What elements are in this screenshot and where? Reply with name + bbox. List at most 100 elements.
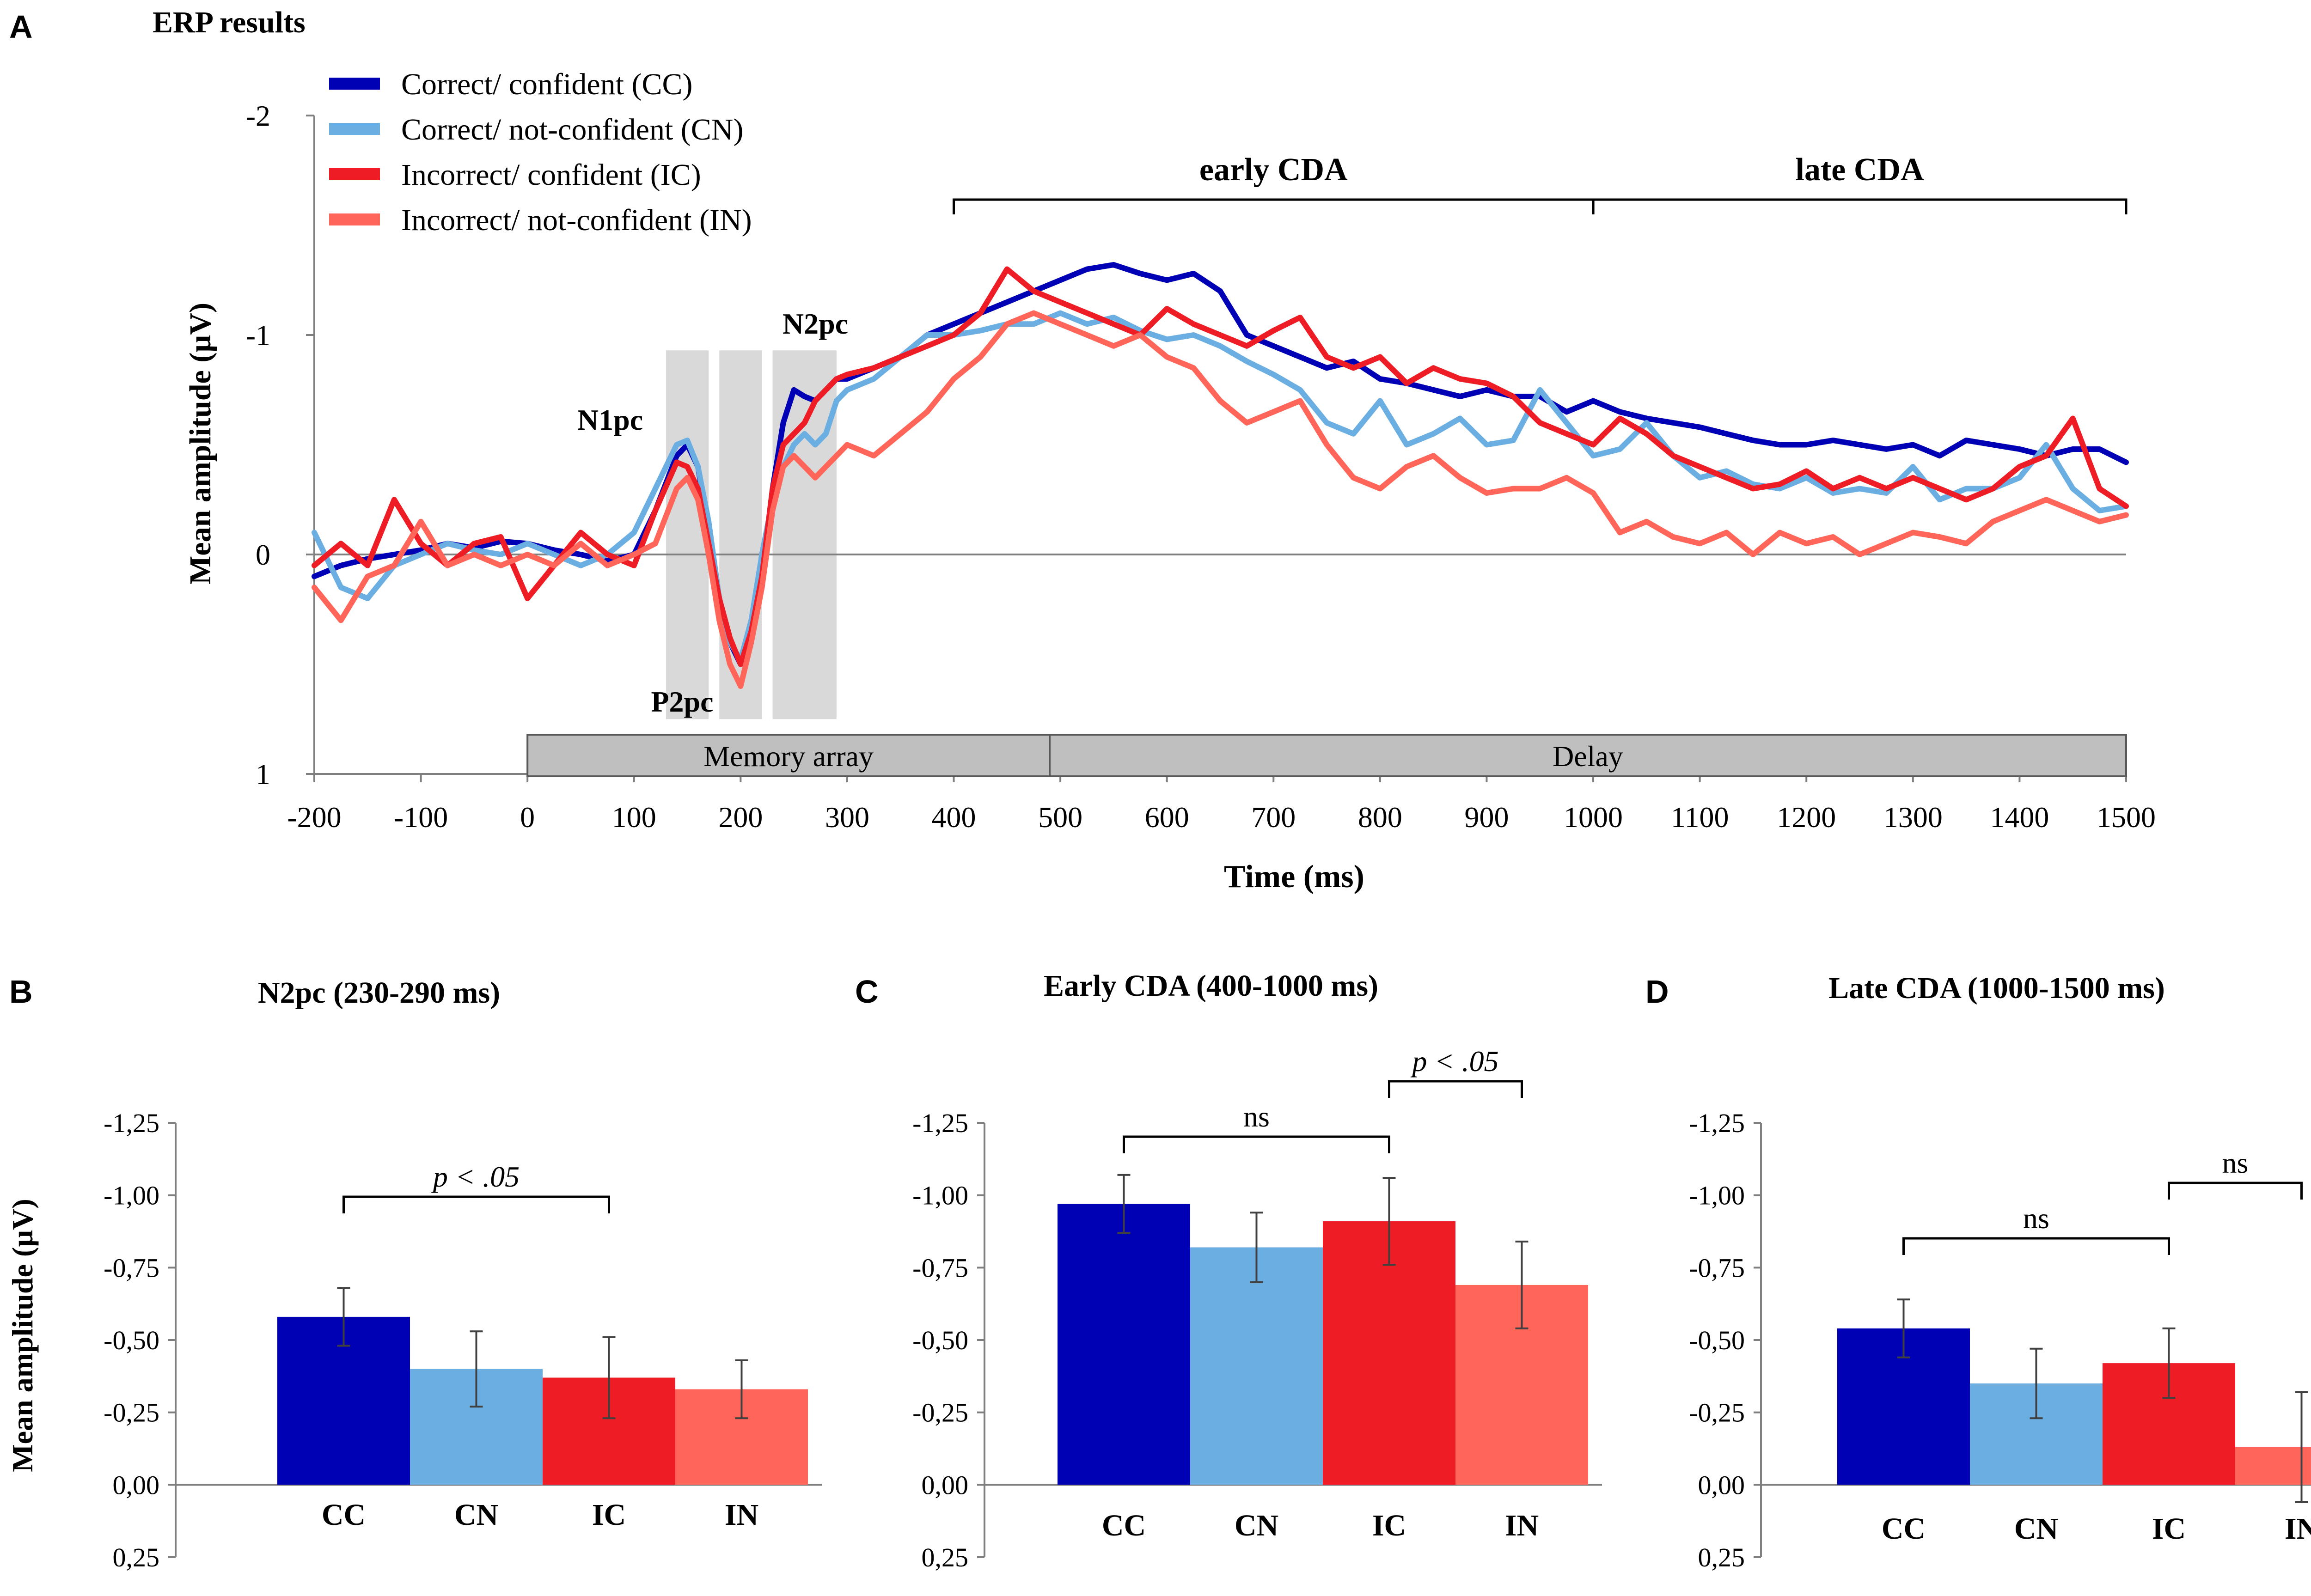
comparison-bracket [342,1195,610,1213]
y-tick-label: 0,00 [1698,1470,1745,1500]
x-tick-label: 600 [1145,801,1189,834]
panel-letter-a: A [9,9,33,45]
x-tick-label: 1400 [1990,801,2049,834]
x-tick-label: 200 [718,801,763,834]
x-tick-label: -100 [394,801,448,834]
phase-label: Memory array [703,740,874,773]
comparison-label: ns [1243,1100,1270,1133]
y-tick-label: -0,75 [912,1253,968,1283]
y-tick-label: 0,25 [922,1542,969,1572]
y-tick-label: -1,00 [912,1181,968,1211]
panel-title: Early CDA (400-1000 ms) [1044,969,1378,1003]
y-tick-label: -0,50 [104,1325,159,1355]
legend-label-cc: Correct/ confident (CC) [401,67,692,101]
legend-swatch-ic [329,168,380,180]
erp-title: ERP results [153,6,306,39]
panel-b: N2pc (230-290 ms) -1,25 -1,00 -0,75 -0,50 -0,… [104,976,822,1572]
n2pc-label: N2pc [783,307,848,340]
x-tick-label: -200 [287,801,341,834]
x-tick-label: 400 [932,801,976,834]
shaded-window-3 [772,350,837,719]
panel-c: Early CDA (400-1000 ms) -1,25 -1,00 -0,75 -0… [912,969,1602,1572]
panel-letter-b: B [9,974,33,1010]
panel-title: Late CDA (1000-1500 ms) [1828,971,2165,1005]
y-tick-label: -0,50 [1689,1325,1745,1355]
bracket-early-cda [953,198,1595,214]
comparison-bracket [2168,1182,2303,1200]
y-tick-label: 1 [256,758,270,791]
x-tick-label: 1200 [1777,801,1836,834]
bar-cn [1190,1247,1323,1485]
bracket-late-cda [1592,198,2128,214]
x-tick-label: 900 [1464,801,1509,834]
panel-letter-d: D [1645,974,1669,1010]
comparison-label: ns [2222,1146,2249,1179]
y-tick-label: -1,25 [1689,1108,1745,1138]
comparison-bracket [1123,1135,1390,1153]
y-tick-label: -0,75 [1689,1253,1745,1283]
shaded-window-1 [666,350,709,719]
y-tick-label: -1,00 [1689,1181,1745,1211]
cda-brackets: early CDA late CDA [953,152,2128,214]
component-shading [666,350,837,719]
category-label: IC [2152,1512,2186,1546]
category-label: CC [1102,1509,1146,1542]
category-label: CN [2014,1512,2058,1546]
bracket-label: early CDA [1199,152,1348,188]
x-tick-label: 500 [1038,801,1082,834]
x-axis-title: Time (ms) [1224,859,1364,895]
comparison-bracket [1902,1237,2170,1255]
erp-line-cc [312,262,2129,667]
y-tick-label: -0,25 [912,1398,968,1428]
y-tick-label: -0,25 [1689,1398,1745,1428]
x-tick-label: 1300 [1883,801,1943,834]
y-tick-label: 0,25 [113,1542,160,1572]
panel-title: N2pc (230-290 ms) [258,976,500,1010]
erp-lines [312,262,2129,689]
category-label: IN [2285,1512,2311,1546]
comparison-bracket [1388,1080,1523,1098]
panel-d: Late CDA (1000-1500 ms) -1,25 -1,00 -0,75 -0… [1689,971,2311,1572]
phase-memory-array [526,734,1051,777]
category-label: CN [454,1498,498,1532]
erp-line-in [312,310,2129,689]
x-tick-label: 700 [1251,801,1296,834]
phase-label: Delay [1553,740,1623,773]
legend-swatch-cc [329,78,380,90]
erp-line-cn [312,310,2129,663]
category-label: CC [1882,1512,1926,1546]
category-label: CN [1235,1509,1278,1542]
category-label: IC [1372,1509,1406,1542]
legend: Correct/ confident (CC) Correct/ not-conf… [329,67,752,237]
y-tick-label: 0,00 [922,1470,969,1500]
legend-label-cn: Correct/ not-confident (CN) [401,113,743,146]
legend-swatch-cn [329,123,380,135]
panel-a: A ERP results -2 -1 0 1 -200 -100 0 100 200 300 40… [9,6,2156,895]
y-tick-label: -0,50 [912,1325,968,1355]
y-tick-label: -1,25 [104,1108,159,1138]
category-label: IC [592,1498,626,1532]
y-tick-label: -1,25 [912,1108,968,1138]
phase-delay [1049,734,2127,777]
y-tick-label: -1,00 [104,1181,159,1211]
x-tick-label: 1100 [1671,801,1729,834]
y-tick-label: -1 [246,319,270,352]
y-tick-label: 0,00 [113,1470,160,1500]
bracket-label: late CDA [1796,152,1924,188]
x-tick-label: 800 [1358,801,1402,834]
y-tick-label: -2 [246,99,270,132]
category-label: IN [1505,1509,1539,1542]
y-tick-label: -0,75 [104,1253,159,1283]
legend-label-ic: Incorrect/ confident (IC) [401,158,701,192]
bar-y-axis-title: Mean amplitude (µV) [6,1199,39,1472]
bar-in [2235,1447,2311,1485]
phase-bar: Memory array Delay [526,734,2127,777]
bar-cc [1058,1204,1190,1485]
comparison-label: p < .05 [1410,1045,1498,1078]
comparison-label: ns [2023,1202,2049,1235]
panel-letter-c: C [855,974,879,1010]
p2pc-label: P2pc [651,685,713,718]
y-tick-label: 0 [256,538,270,571]
category-label: IN [725,1498,758,1532]
